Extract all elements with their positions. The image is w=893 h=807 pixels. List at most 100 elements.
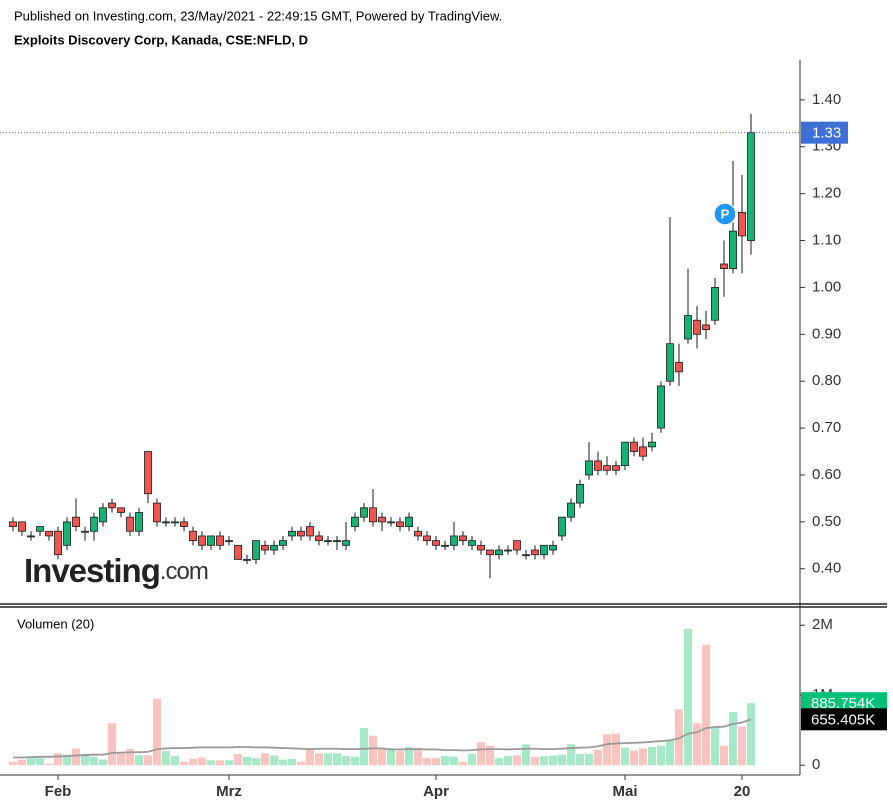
volume-bar <box>72 748 80 766</box>
volume-bar <box>666 740 674 766</box>
candle-body <box>369 507 377 523</box>
y-tick-label: 0.60 <box>812 466 841 483</box>
volume-bar <box>279 759 287 766</box>
volume-bar <box>468 754 476 766</box>
volume-bar <box>657 745 665 766</box>
annotation-label: P <box>721 206 730 221</box>
y-tick-label: 2M <box>812 616 833 633</box>
candle-body <box>243 558 251 561</box>
candle-body <box>207 535 215 546</box>
candle-body <box>450 535 458 546</box>
volume-bar <box>198 757 206 766</box>
candle-body <box>486 549 494 556</box>
volume-bar <box>432 758 440 766</box>
candle-body <box>198 535 206 546</box>
volume-ma-line <box>13 718 752 759</box>
volume-bar <box>603 734 611 766</box>
candle-body <box>108 502 116 509</box>
volume-bar <box>639 748 647 766</box>
candle-body <box>630 441 638 452</box>
volume-bar <box>630 750 638 766</box>
candle-body <box>189 530 197 542</box>
logo-suffix: .com <box>160 558 208 585</box>
volume-bar <box>369 735 377 766</box>
volume-bar <box>738 726 746 766</box>
volume-bar <box>297 761 305 766</box>
candle-body <box>306 526 314 537</box>
candle-body <box>324 540 332 543</box>
volume-bar <box>576 754 584 766</box>
candle-body <box>36 526 44 532</box>
candle-body <box>252 540 260 560</box>
volume-bar <box>162 751 170 766</box>
volume-bar <box>693 723 701 766</box>
candle-body <box>432 540 440 546</box>
candle-body <box>315 535 323 542</box>
volume-bar <box>243 756 251 766</box>
volume-bar <box>459 761 467 766</box>
candle-body <box>405 516 413 527</box>
last-price-box <box>801 121 848 144</box>
volume-bar <box>342 756 350 766</box>
x-tick-label: Mai <box>612 783 637 800</box>
candle-body <box>396 521 404 527</box>
candle-body <box>261 544 269 551</box>
volume-bar <box>495 758 503 766</box>
candle-body <box>180 521 188 527</box>
volume-bar <box>648 747 656 766</box>
candle-body <box>117 507 125 513</box>
volume-bar <box>684 628 692 766</box>
volume-bar <box>711 726 719 766</box>
volume-bar <box>351 756 359 766</box>
volume-bar <box>477 742 485 766</box>
y-tick-label: 0.80 <box>812 372 841 389</box>
candle-body <box>297 530 305 537</box>
candle-body <box>648 441 656 448</box>
volume-bar <box>531 756 539 766</box>
volume-bar <box>18 759 26 766</box>
volume-bar <box>747 703 755 766</box>
candle-body <box>279 540 287 546</box>
candle-body <box>477 544 485 551</box>
y-tick-label: 1.10 <box>812 231 841 248</box>
volume-bar <box>549 755 557 766</box>
volume-bar <box>450 756 458 766</box>
candle-body <box>540 544 548 556</box>
volume-bar <box>594 749 602 766</box>
candle-body <box>18 521 26 532</box>
candle-body <box>144 451 152 495</box>
volume-bar <box>378 748 386 766</box>
candle-body <box>342 540 350 546</box>
candle-body <box>441 544 449 547</box>
candle-body <box>387 521 395 524</box>
candle-body <box>711 287 719 321</box>
candle-body <box>693 319 701 335</box>
candle-body <box>171 521 179 524</box>
volume-bar <box>567 744 575 766</box>
value-label: 655.405K <box>811 711 875 728</box>
candle-body <box>720 263 728 270</box>
logo-main: Investing <box>24 552 160 589</box>
volume-bar <box>423 758 431 766</box>
y-tick-label: 0.90 <box>812 325 841 342</box>
candle-body <box>216 535 224 546</box>
volume-bar <box>270 755 278 766</box>
candle-body <box>603 465 611 471</box>
candle-body <box>459 535 467 542</box>
volume-bar <box>414 747 422 766</box>
candle-body <box>531 549 539 556</box>
candle-body <box>414 530 422 537</box>
marks <box>0 113 800 766</box>
candle-body <box>657 385 665 429</box>
volume-bar <box>234 754 242 766</box>
x-tick-label: Feb <box>45 783 72 800</box>
annotation-marker <box>713 202 737 226</box>
candle-body <box>675 362 683 373</box>
candle-body <box>45 530 53 537</box>
volume-bar <box>45 763 53 766</box>
y-tick-label: 1.00 <box>812 278 841 295</box>
volume-bar <box>144 755 152 766</box>
candle-body <box>702 324 710 331</box>
candle-body <box>270 544 278 551</box>
value-label: 885.754K <box>811 695 875 712</box>
